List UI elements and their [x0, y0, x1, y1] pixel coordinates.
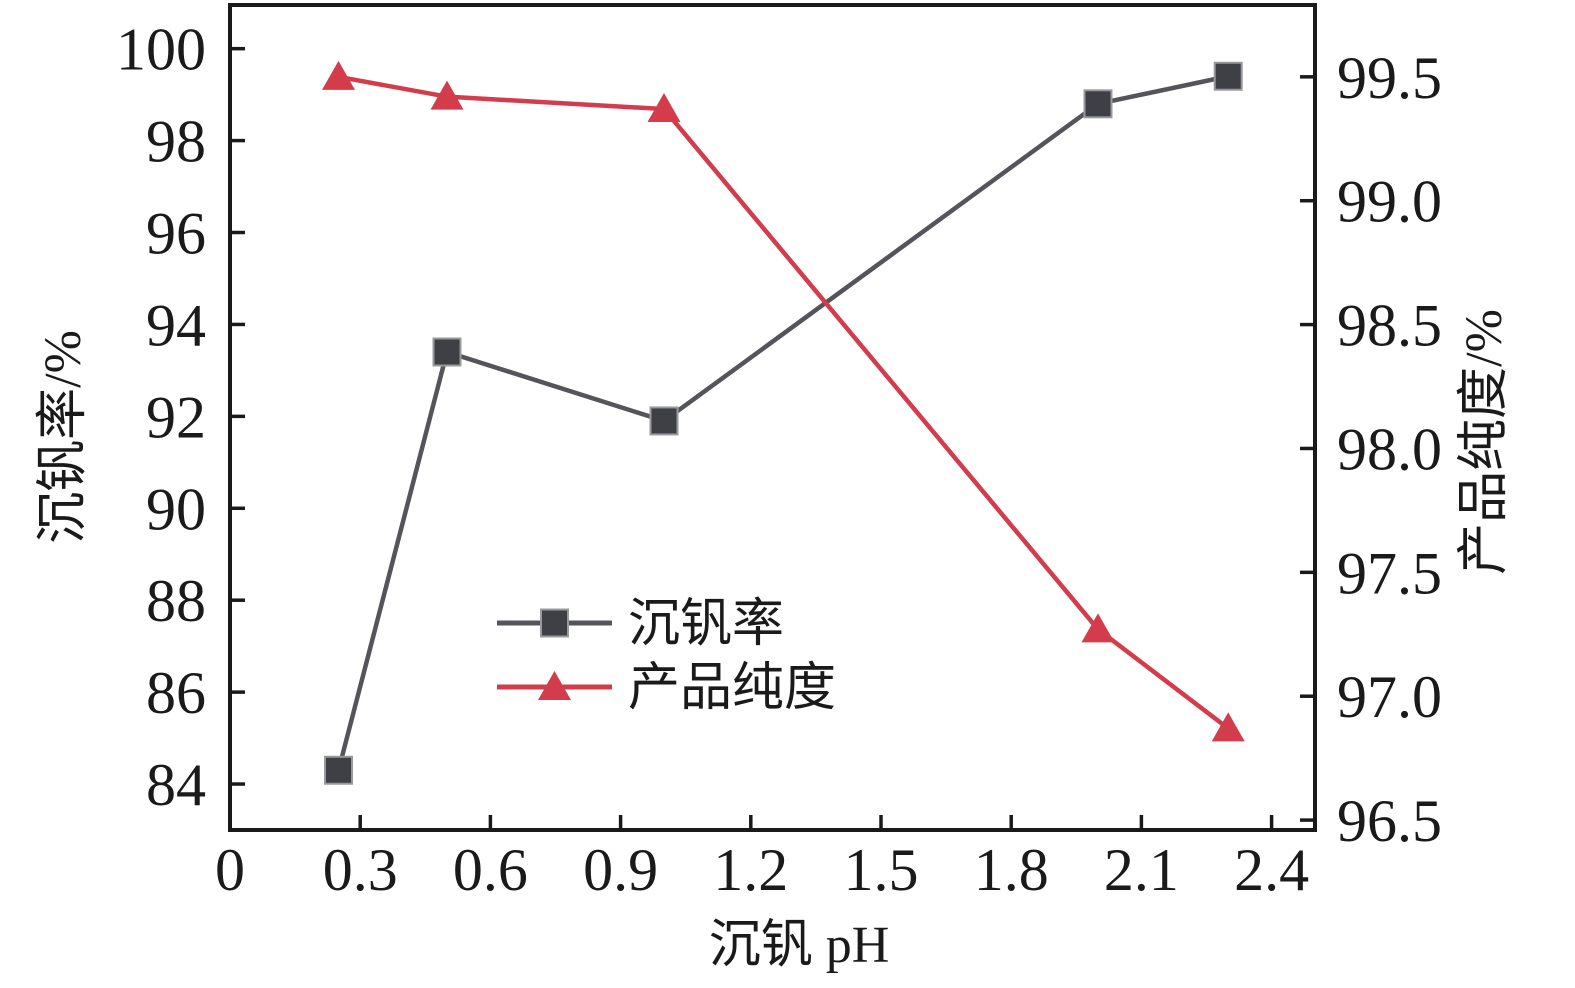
y-left-tick-label: 98 [146, 109, 206, 175]
x-tick-label: 0 [215, 837, 245, 903]
x-tick-label: 1.8 [974, 837, 1049, 903]
y-right-tick-label: 99.5 [1337, 45, 1442, 111]
series-marker-product-purity [647, 93, 681, 123]
series-marker-precipitation-rate [1083, 89, 1113, 119]
series-marker-precipitation-rate [324, 755, 353, 785]
legend-label-product-purity: 产品纯度 [628, 660, 836, 717]
x-tick-label: 1.2 [713, 837, 788, 903]
x-tick-label: 1.5 [844, 837, 919, 903]
y-right-tick-label: 97.0 [1337, 664, 1442, 730]
y-left-tick-label: 100 [116, 17, 206, 83]
y-right-tick-label: 96.5 [1337, 788, 1442, 854]
y-left-tick-label: 84 [146, 752, 206, 818]
series-marker-product-purity [1211, 712, 1245, 742]
series-marker-product-purity [322, 60, 355, 90]
y-right-tick-label: 98.5 [1337, 293, 1442, 359]
y-left-axis-title: 沉钒率/% [35, 330, 92, 544]
y-right-tick-label: 99.0 [1337, 169, 1442, 235]
series-marker-precipitation-rate [540, 608, 569, 638]
y-right-axis-title: 产品纯度/% [1456, 309, 1513, 575]
series-marker-product-purity [1081, 613, 1115, 643]
x-axis-title: 沉钒 pH [709, 917, 890, 974]
x-tick-label: 0.9 [583, 837, 658, 903]
series-marker-product-purity [430, 80, 464, 110]
y-left-tick-label: 94 [146, 292, 206, 358]
series-marker-precipitation-rate [649, 406, 679, 436]
x-tick-label: 0.3 [323, 837, 398, 903]
series-marker-precipitation-rate [432, 337, 462, 367]
series-marker-product-purity [538, 671, 571, 700]
y-left-tick-label: 86 [146, 660, 206, 726]
x-tick-label: 0.6 [453, 837, 528, 903]
y-left-tick-label: 88 [146, 568, 206, 634]
legend-label-precipitation-rate: 沉钒率 [628, 596, 784, 653]
y-right-tick-label: 98.0 [1337, 416, 1442, 482]
series-marker-precipitation-rate [1213, 61, 1243, 91]
x-tick-label: 2.4 [1234, 837, 1309, 903]
y-left-tick-label: 92 [146, 384, 206, 450]
y-left-tick-label: 90 [146, 476, 206, 542]
y-right-tick-label: 97.5 [1337, 540, 1442, 606]
y-left-tick-label: 96 [146, 201, 206, 267]
x-tick-label: 2.1 [1104, 837, 1179, 903]
